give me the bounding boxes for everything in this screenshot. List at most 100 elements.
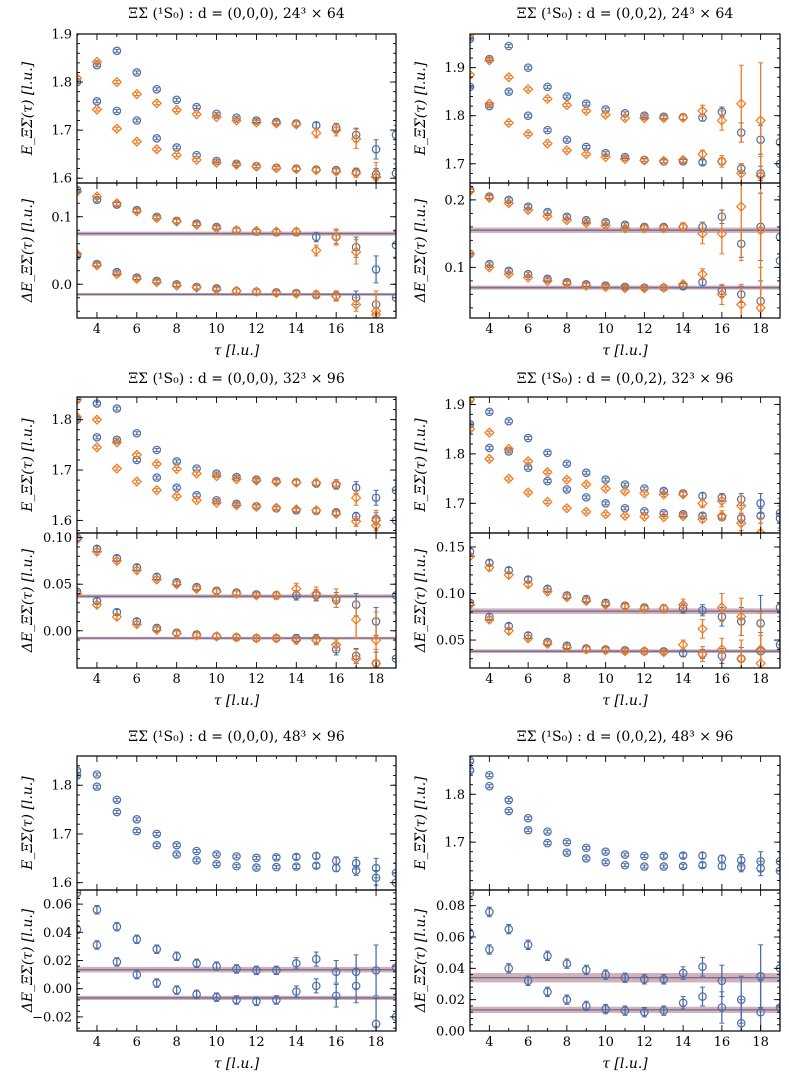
data-point (271, 476, 282, 488)
circle-marker (678, 998, 688, 1008)
x-axis-label: τ [l.u.] (602, 343, 648, 359)
diamond-marker (291, 477, 302, 488)
data-point (697, 268, 708, 281)
data-point (562, 848, 572, 857)
diamond-marker (600, 483, 611, 494)
data-point (640, 974, 649, 985)
circle-marker (331, 863, 341, 873)
diamond-marker (470, 423, 476, 435)
data-point (484, 614, 495, 625)
circle-marker (659, 862, 669, 871)
data-point (152, 134, 162, 143)
data-point (542, 138, 553, 149)
data-point (271, 590, 282, 601)
data-point (522, 84, 534, 95)
chart-panel: ΞΣ (¹S₀) : d = (0,0,2), 48³ × 96 1.7 1.8 E_… (413, 729, 781, 1072)
diamond-marker (211, 222, 222, 234)
diamond-marker (251, 475, 262, 486)
y-tick-label: 0.06 (43, 898, 72, 913)
data-point (252, 996, 261, 1007)
diamond-marker (716, 156, 728, 167)
circle-marker (640, 1007, 649, 1017)
diamond-marker (736, 517, 747, 529)
diamond-marker (542, 138, 553, 149)
series-orange-upper (470, 423, 766, 533)
data-point (736, 639, 747, 668)
data-point (271, 162, 282, 174)
diamond-marker (111, 555, 123, 567)
circle-marker (192, 846, 201, 856)
x-tick-label: 18 (752, 322, 769, 337)
diamond-marker (542, 496, 553, 508)
data-point (470, 928, 475, 940)
diamond-marker (697, 228, 708, 239)
diamond-marker (658, 282, 669, 293)
diamond-marker (639, 283, 650, 294)
data-point (292, 985, 301, 998)
data-point (562, 837, 572, 847)
circle-marker (659, 1006, 669, 1015)
series-orange-lower (77, 34, 382, 183)
diamond-marker (736, 299, 747, 310)
circle-marker (292, 852, 301, 862)
data-point (211, 111, 222, 123)
data-point (543, 986, 552, 998)
data-point (658, 511, 669, 523)
circle-marker (112, 807, 122, 817)
diamond-marker (542, 93, 553, 105)
data-point (271, 287, 282, 299)
data-point (562, 92, 572, 101)
circle-marker (152, 473, 162, 482)
diamond-marker (561, 591, 573, 603)
diamond-marker (350, 133, 362, 145)
data-point (659, 974, 669, 985)
circle-marker (543, 838, 552, 848)
x-tick-label: 6 (133, 322, 141, 337)
diamond-marker (350, 492, 362, 503)
diamond-marker (639, 488, 650, 499)
circle-marker (252, 853, 261, 863)
data-point (503, 198, 514, 209)
data-point (272, 965, 281, 976)
diamond-marker (111, 437, 123, 448)
x-tick-label: 6 (133, 672, 141, 687)
data-point (470, 547, 475, 556)
data-point (504, 416, 514, 426)
data-point (311, 978, 321, 994)
circle-marker (504, 41, 514, 51)
data-point (191, 630, 202, 641)
circle-marker (581, 493, 591, 502)
diamond-marker (522, 487, 534, 498)
diamond-marker (151, 212, 162, 224)
diamond-marker (251, 225, 262, 237)
diamond-marker (639, 112, 650, 124)
diamond-marker (639, 603, 650, 614)
data-point (152, 829, 162, 839)
data-point (231, 588, 242, 599)
diamond-marker (350, 299, 362, 310)
diamond-marker (600, 508, 611, 520)
diamond-marker (658, 112, 669, 124)
data-point (77, 72, 83, 84)
circle-marker (659, 851, 669, 861)
circle-marker (640, 862, 649, 871)
data-point (697, 513, 708, 525)
x-tick-label: 14 (288, 672, 305, 687)
data-point (522, 487, 534, 498)
data-point (561, 99, 573, 111)
diamond-marker (736, 611, 747, 623)
data-point (111, 123, 123, 134)
data-point (698, 986, 707, 1007)
top-y-axis-label: E_ΞΣ(τ) [l.u.] (413, 61, 429, 156)
diamond-marker (271, 476, 282, 488)
data-point (562, 994, 572, 1005)
data-point (172, 840, 181, 850)
circle-marker (172, 985, 181, 995)
diamond-marker (484, 55, 495, 66)
data-point (470, 397, 476, 405)
diamond-marker (77, 186, 83, 198)
data-point (600, 281, 611, 293)
bottom-y-axis-label: ΔE_ΞΣ(τ) [l.u.] (413, 548, 429, 653)
data-point (271, 118, 282, 129)
data-point (639, 112, 650, 124)
